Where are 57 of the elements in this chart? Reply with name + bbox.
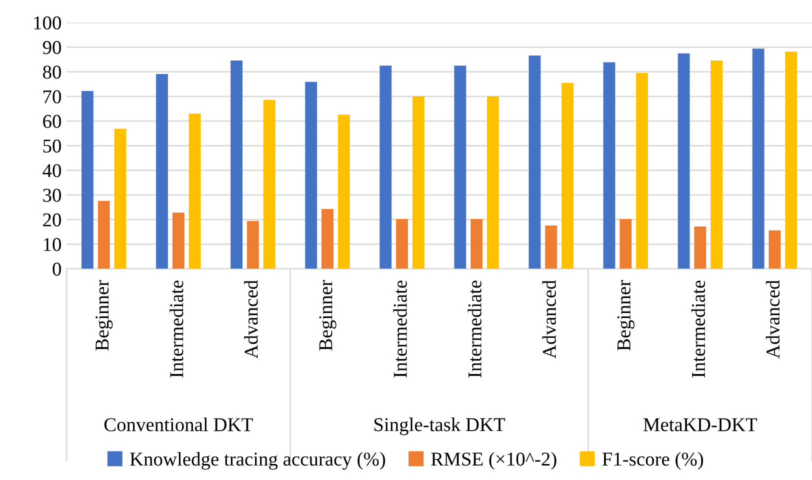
y-tick-label: 50 — [43, 139, 61, 153]
bar — [694, 226, 706, 269]
bar — [620, 219, 632, 269]
text: Conventional DKT — [104, 418, 253, 432]
bar — [338, 114, 350, 269]
y-tick-label: 40 — [42, 164, 61, 178]
bar — [396, 219, 408, 269]
bar — [81, 91, 94, 269]
bar — [487, 96, 499, 269]
x-tick-label: Intermediate — [393, 280, 407, 378]
legend-label: F1-score (%) — [602, 452, 704, 470]
bar — [380, 66, 392, 269]
bar — [230, 60, 242, 269]
bar — [454, 66, 466, 269]
bar — [188, 114, 201, 269]
y-tick-label: 60 — [43, 114, 61, 128]
x-tick-label: Beginner — [96, 280, 113, 351]
x-tick-label: Advanced — [542, 280, 556, 359]
bar — [172, 212, 184, 269]
y-tick-label: 10 — [44, 238, 61, 252]
y-tick-label: 70 — [44, 90, 61, 104]
legend-label: RMSE (×10^-2) — [431, 452, 556, 470]
bar — [768, 230, 781, 269]
bar — [263, 100, 276, 269]
bar — [528, 56, 541, 269]
x-tick-label: Advanced — [244, 280, 258, 359]
x-tick-label: Intermediate — [170, 280, 184, 378]
bar — [636, 73, 648, 269]
bar — [710, 60, 723, 269]
text: MetaKD-DKT — [644, 418, 758, 432]
bar — [545, 225, 558, 269]
bar — [305, 82, 318, 269]
bar — [603, 62, 616, 269]
bar — [412, 96, 424, 269]
x-tick-label: Advanced — [766, 280, 780, 359]
bar — [322, 208, 334, 269]
y-tick-label: 0 — [52, 262, 61, 276]
bar — [752, 48, 764, 269]
bar — [562, 82, 574, 269]
y-tick-label: 30 — [43, 188, 61, 202]
bar — [246, 221, 259, 269]
y-tick-label: 90 — [42, 41, 61, 54]
bar — [785, 52, 798, 269]
legend-label: Knowledge tracing accuracy (%) — [130, 452, 386, 470]
x-tick-label: Beginner — [617, 280, 634, 351]
bar — [156, 74, 168, 269]
text: Single-task DKT — [374, 418, 506, 436]
bar — [470, 219, 483, 269]
x-tick-label: Intermediate — [468, 280, 482, 378]
bar — [98, 200, 110, 269]
y-tick-label: 20 — [43, 213, 61, 226]
x-tick-label: Beginner — [319, 280, 336, 351]
x-tick-label: Intermediate — [691, 280, 706, 378]
y-tick-label: 80 — [43, 66, 61, 79]
y-tick-label: 100 — [34, 16, 61, 30]
bar — [114, 128, 126, 269]
bar — [678, 53, 690, 269]
